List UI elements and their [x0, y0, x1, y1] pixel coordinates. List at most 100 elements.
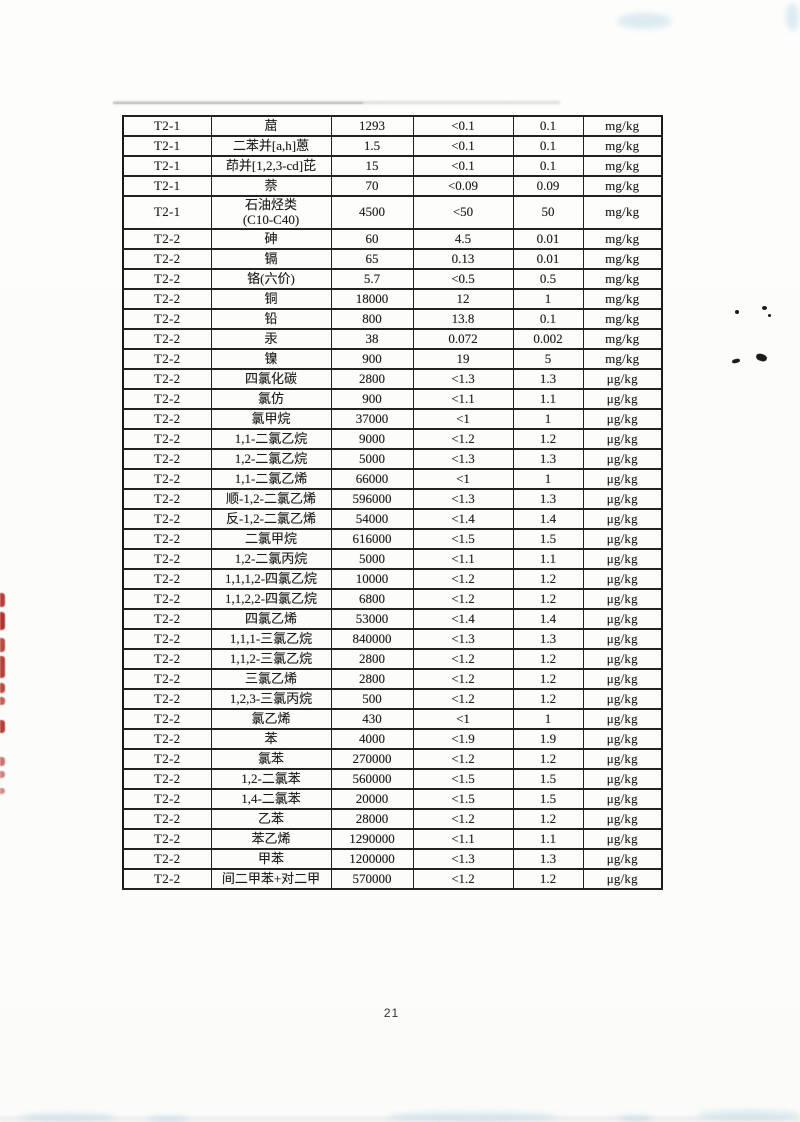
detection-limit-cell: 0.01	[512, 248, 584, 271]
result-cell: 0.13	[412, 248, 514, 271]
value-cell: 5000	[330, 548, 414, 571]
detection-limit-cell: 1.3	[512, 448, 584, 471]
value-cell: 1290000	[330, 828, 414, 851]
value-cell: 1200000	[330, 848, 414, 871]
scan-smudge-bottom	[698, 1110, 800, 1120]
detection-limit-cell: 1.2	[512, 808, 584, 831]
scan-smudge-bottom	[388, 1112, 558, 1121]
result-cell: <1.2	[412, 868, 514, 891]
sample-id-cell: T2-2	[122, 468, 212, 491]
sample-id-cell: T2-2	[122, 708, 212, 731]
unit-cell: μg/kg	[582, 428, 663, 451]
result-cell: <1.3	[412, 368, 514, 391]
unit-cell: μg/kg	[582, 408, 663, 431]
sample-id-cell: T2-1	[122, 115, 212, 137]
sample-id-cell: T2-2	[122, 348, 212, 371]
table-row: T2-2 铜 18000 12 1 mg/kg	[122, 288, 663, 311]
sample-id-cell: T2-1	[122, 135, 212, 157]
analyte-name-cell: 苯	[210, 728, 332, 751]
red-edge-mark	[0, 683, 5, 693]
analyte-name-cell: 1,2-二氯苯	[210, 768, 332, 791]
table-row: T2-2 甲苯 1200000 <1.3 1.3 μg/kg	[122, 848, 663, 871]
detection-limit-cell: 1	[512, 468, 584, 491]
value-cell: 28000	[330, 808, 414, 831]
result-cell: <0.1	[412, 135, 514, 157]
sample-id-cell: T2-2	[122, 308, 212, 331]
value-cell: 430	[330, 708, 414, 731]
table-row: T2-2 苯乙烯 1290000 <1.1 1.1 μg/kg	[122, 828, 663, 851]
value-cell: 596000	[330, 488, 414, 511]
unit-cell: mg/kg	[582, 348, 663, 371]
analyte-name-cell: 1,1,2-三氯乙烷	[210, 648, 332, 671]
detection-limit-cell: 1.2	[512, 568, 584, 591]
unit-cell: μg/kg	[582, 708, 663, 731]
analyte-name-cell: 砷	[210, 228, 332, 251]
sample-id-cell: T2-2	[122, 788, 212, 811]
red-edge-mark	[0, 593, 5, 607]
analyte-name-cell: 萘	[210, 175, 332, 197]
table-row: T2-2 砷 60 4.5 0.01 mg/kg	[122, 228, 663, 251]
result-cell: <0.09	[412, 175, 514, 197]
scan-cutoff-line-artifact	[113, 102, 363, 104]
sample-id-cell: T2-1	[122, 155, 212, 177]
table-row: T2-2 1,2-二氯苯 560000 <1.5 1.5 μg/kg	[122, 768, 663, 791]
value-cell: 15	[330, 155, 414, 177]
sample-id-cell: T2-2	[122, 508, 212, 531]
analyte-name-cell: 1,1,2,2-四氯乙烷	[210, 588, 332, 611]
analyte-name-cell: 氯苯	[210, 748, 332, 771]
scan-cutoff-line-artifact	[113, 101, 560, 104]
analysis-results-table: T2-1 䓛 1293 <0.1 0.1 mg/kg T2-1 二苯并[a,h]…	[122, 115, 663, 891]
unit-cell: mg/kg	[582, 115, 663, 137]
detection-limit-cell: 1.4	[512, 508, 584, 531]
detection-limit-cell: 1	[512, 408, 584, 431]
scan-smudge-top	[617, 13, 672, 29]
sample-id-cell: T2-1	[122, 194, 212, 231]
unit-cell: μg/kg	[582, 368, 663, 391]
detection-limit-cell: 1	[512, 708, 584, 731]
detection-limit-cell: 1.3	[512, 488, 584, 511]
detection-limit-cell: 0.1	[512, 115, 584, 137]
analyte-name-cell: 铜	[210, 288, 332, 311]
analyte-name-cell: 三氯乙烯	[210, 668, 332, 691]
value-cell: 616000	[330, 528, 414, 551]
value-cell: 900	[330, 388, 414, 411]
result-cell: <1	[412, 468, 514, 491]
detection-limit-cell: 1.2	[512, 428, 584, 451]
sample-id-cell: T2-2	[122, 528, 212, 551]
detection-limit-cell: 50	[512, 194, 584, 231]
detection-limit-cell: 0.002	[512, 328, 584, 351]
red-edge-mark	[0, 720, 5, 733]
result-cell: <1.2	[412, 428, 514, 451]
value-cell: 10000	[330, 568, 414, 591]
sample-id-cell: T2-2	[122, 648, 212, 671]
red-edge-mark	[0, 697, 5, 705]
table-row: T2-2 1,1,1-三氯乙烷 840000 <1.3 1.3 μg/kg	[122, 628, 663, 651]
result-cell: <1.9	[412, 728, 514, 751]
result-cell: 4.5	[412, 228, 514, 251]
analyte-name-cell: 䓛	[210, 115, 332, 137]
detection-limit-cell: 0.09	[512, 175, 584, 197]
unit-cell: μg/kg	[582, 648, 663, 671]
value-cell: 18000	[330, 288, 414, 311]
analyte-name-cell: 反-1,2-二氯乙烯	[210, 508, 332, 531]
value-cell: 5.7	[330, 268, 414, 291]
sample-id-cell: T2-2	[122, 808, 212, 831]
value-cell: 20000	[330, 788, 414, 811]
detection-limit-cell: 1.4	[512, 608, 584, 631]
ink-speck	[768, 314, 771, 317]
table-row: T2-2 间二甲苯+对二甲 570000 <1.2 1.2 μg/kg	[122, 868, 663, 891]
result-cell: 0.072	[412, 328, 514, 351]
result-cell: <1.5	[412, 788, 514, 811]
table-row: T2-1 萘 70 <0.09 0.09 mg/kg	[122, 175, 663, 197]
detection-limit-cell: 1.2	[512, 688, 584, 711]
sample-id-cell: T2-2	[122, 448, 212, 471]
result-cell: <1.3	[412, 488, 514, 511]
table-row: T2-2 1,4-二氯苯 20000 <1.5 1.5 μg/kg	[122, 788, 663, 811]
detection-limit-cell: 1.1	[512, 828, 584, 851]
unit-cell: μg/kg	[582, 468, 663, 491]
value-cell: 2800	[330, 368, 414, 391]
ink-speck	[755, 352, 768, 363]
result-cell: <1.2	[412, 808, 514, 831]
analyte-name-cell: 1,2,3-三氯丙烷	[210, 688, 332, 711]
